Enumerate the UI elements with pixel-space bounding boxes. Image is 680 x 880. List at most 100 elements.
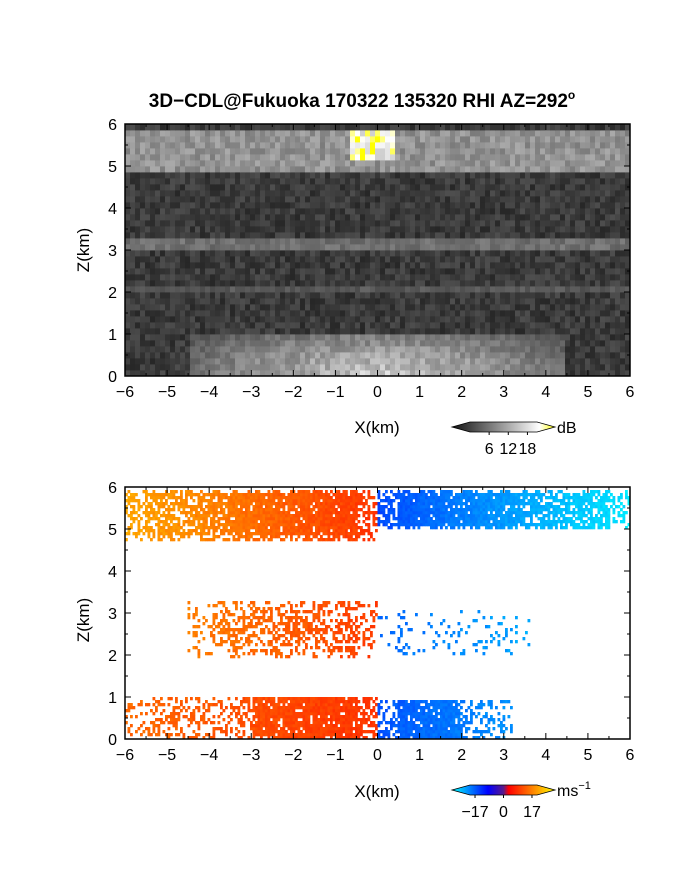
velocity-cell xyxy=(375,727,378,731)
reflectivity-cell xyxy=(355,130,361,137)
reflectivity-cell xyxy=(515,280,521,287)
reflectivity-cell xyxy=(315,286,321,293)
reflectivity-cell xyxy=(195,238,201,245)
reflectivity-cell xyxy=(590,370,596,376)
reflectivity-cell xyxy=(360,148,366,155)
reflectivity-cell xyxy=(555,310,561,317)
reflectivity-cell xyxy=(410,172,416,179)
reflectivity-ylabel: Z(km) xyxy=(74,228,93,272)
velocity-cell xyxy=(335,724,338,728)
reflectivity-cell xyxy=(195,370,201,376)
reflectivity-cell xyxy=(175,208,181,215)
reflectivity-cell xyxy=(220,256,226,263)
reflectivity-cell xyxy=(520,154,526,161)
reflectivity-cell xyxy=(500,160,506,167)
reflectivity-cell xyxy=(290,274,296,281)
reflectivity-cell xyxy=(380,280,386,287)
reflectivity-cell xyxy=(225,322,231,329)
reflectivity-cell xyxy=(125,220,131,227)
reflectivity-cell xyxy=(430,196,436,203)
reflectivity-cell xyxy=(475,298,481,305)
reflectivity-cell xyxy=(325,250,331,257)
reflectivity-cell xyxy=(340,268,346,275)
velocity-cell xyxy=(195,721,198,725)
reflectivity-cell xyxy=(440,292,446,299)
reflectivity-cell xyxy=(205,172,211,179)
reflectivity-cell xyxy=(380,304,386,311)
reflectivity-cell xyxy=(170,334,176,341)
reflectivity-cell xyxy=(130,310,136,317)
reflectivity-cell xyxy=(400,232,406,239)
velocity-cell xyxy=(385,721,388,725)
reflectivity-cell xyxy=(605,148,611,155)
reflectivity-cell xyxy=(550,328,556,335)
reflectivity-cell xyxy=(570,214,576,221)
reflectivity-cell xyxy=(605,364,611,371)
reflectivity-cell xyxy=(470,226,476,233)
reflectivity-cell xyxy=(470,136,476,143)
reflectivity-cell xyxy=(440,184,446,191)
reflectivity-cell xyxy=(285,208,291,215)
reflectivity-cell xyxy=(150,136,156,143)
reflectivity-cell xyxy=(525,124,531,131)
reflectivity-cell xyxy=(585,136,591,143)
reflectivity-cell xyxy=(300,310,306,317)
reflectivity-cell xyxy=(535,298,541,305)
reflectivity-cell xyxy=(460,208,466,215)
reflectivity-cell xyxy=(570,142,576,149)
reflectivity-cell xyxy=(265,328,271,335)
reflectivity-cell xyxy=(500,298,506,305)
reflectivity-cell xyxy=(440,202,446,209)
velocity-cell xyxy=(255,727,258,731)
reflectivity-cell xyxy=(615,196,621,203)
reflectivity-cell xyxy=(590,334,596,341)
reflectivity-cell xyxy=(485,274,491,281)
velocity-cell xyxy=(362,718,366,722)
reflectivity-cell xyxy=(590,358,596,365)
reflectivity-cell xyxy=(625,178,630,185)
reflectivity-cell xyxy=(545,370,551,376)
reflectivity-cell xyxy=(150,178,156,185)
reflectivity-cell xyxy=(390,316,396,323)
reflectivity-cell xyxy=(315,148,321,155)
reflectivity-cell xyxy=(550,136,556,143)
reflectivity-cell xyxy=(155,274,161,281)
reflectivity-cell xyxy=(230,244,236,251)
reflectivity-cell xyxy=(305,172,311,179)
reflectivity-cell xyxy=(585,352,591,359)
reflectivity-cell xyxy=(210,250,216,257)
reflectivity-cell xyxy=(560,340,566,347)
reflectivity-cell xyxy=(385,244,391,251)
reflectivity-cell xyxy=(130,232,136,239)
reflectivity-cell xyxy=(305,370,311,376)
reflectivity-cell xyxy=(570,262,576,269)
reflectivity-cell xyxy=(170,346,176,353)
reflectivity-cell xyxy=(200,232,206,239)
reflectivity-cell xyxy=(300,232,306,239)
reflectivity-cell xyxy=(435,334,441,341)
reflectivity-cell xyxy=(285,316,291,323)
reflectivity-cell xyxy=(600,178,606,185)
reflectivity-cell xyxy=(465,250,471,257)
reflectivity-cell xyxy=(420,262,426,269)
reflectivity-cell xyxy=(235,358,241,365)
reflectivity-cell xyxy=(185,298,191,305)
reflectivity-cell xyxy=(595,340,601,347)
reflectivity-cell xyxy=(485,304,491,311)
velocity-cell xyxy=(377,730,381,734)
reflectivity-cell xyxy=(400,208,406,215)
reflectivity-cell xyxy=(450,166,456,173)
reflectivity-cell xyxy=(465,364,471,371)
reflectivity-cell xyxy=(435,178,441,185)
reflectivity-cell xyxy=(455,232,461,239)
reflectivity-cell xyxy=(235,334,241,341)
reflectivity-cell xyxy=(485,232,491,239)
reflectivity-cell xyxy=(150,274,156,281)
reflectivity-cell xyxy=(440,148,446,155)
reflectivity-cell xyxy=(385,334,391,341)
velocity-cell xyxy=(260,727,263,731)
reflectivity-cell xyxy=(605,340,611,347)
reflectivity-cell xyxy=(350,172,356,179)
reflectivity-cell xyxy=(440,250,446,257)
reflectivity-cell xyxy=(230,190,236,197)
